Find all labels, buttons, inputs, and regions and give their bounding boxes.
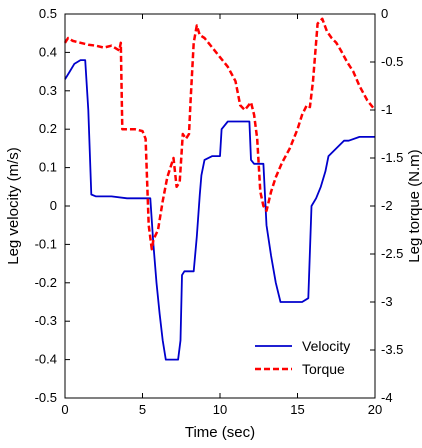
tick-layer: 0 5 10 15 20 0.5 0.4 0.3 0.2 0.1 0 -0.1 -0.2 -0.3 -0.4…	[35, 6, 404, 417]
y-right-tick-label: -3	[381, 294, 393, 309]
y-right-tick-label: -2.5	[381, 246, 403, 261]
y-right-axis-title: Leg torque (N.m)	[406, 149, 422, 262]
series-line-torque	[63, 17, 376, 251]
legend: Velocity Torque	[255, 338, 350, 377]
y-left-tick-label: -0.3	[35, 313, 57, 328]
x-tick-label: 10	[213, 402, 227, 417]
x-tick-label: 0	[61, 402, 68, 417]
x-axis-title: Time (sec)	[185, 424, 255, 441]
y-right-tick-label: -3.5	[381, 342, 403, 357]
legend-label-torque: Torque	[302, 361, 345, 377]
y-left-tick-label: -0.4	[35, 352, 57, 367]
y-left-tick-label: 0.5	[39, 6, 57, 21]
y-right-tick-label: 0	[381, 6, 388, 21]
y-left-axis-title: Leg velocity (m/s)	[5, 147, 22, 265]
y-left-tick-label: 0.3	[39, 83, 57, 98]
y-right-tick-label: -4	[381, 390, 393, 405]
y-left-tick-label: -0.5	[35, 390, 57, 405]
series-line-velocity	[64, 59, 375, 361]
x-tick-label: 20	[368, 402, 382, 417]
y-left-tick-label: -0.2	[35, 275, 57, 290]
y-left-tick-label: 0	[50, 198, 57, 213]
y-right-tick-label: -2	[381, 198, 393, 213]
y-left-tick-label: 0.4	[39, 44, 57, 59]
series-layer	[63, 17, 376, 361]
y-left-tick-label: 0.2	[39, 121, 57, 136]
y-right-tick-label: -0.5	[381, 54, 403, 69]
legend-label-velocity: Velocity	[302, 338, 350, 354]
x-tick-label: 15	[290, 402, 304, 417]
y-right-tick-label: -1	[381, 102, 393, 117]
y-right-tick-label: -1.5	[381, 150, 403, 165]
y-left-tick-label: 0.1	[39, 160, 57, 175]
x-tick-label: 5	[139, 402, 146, 417]
y-left-tick-label: -0.1	[35, 236, 57, 251]
